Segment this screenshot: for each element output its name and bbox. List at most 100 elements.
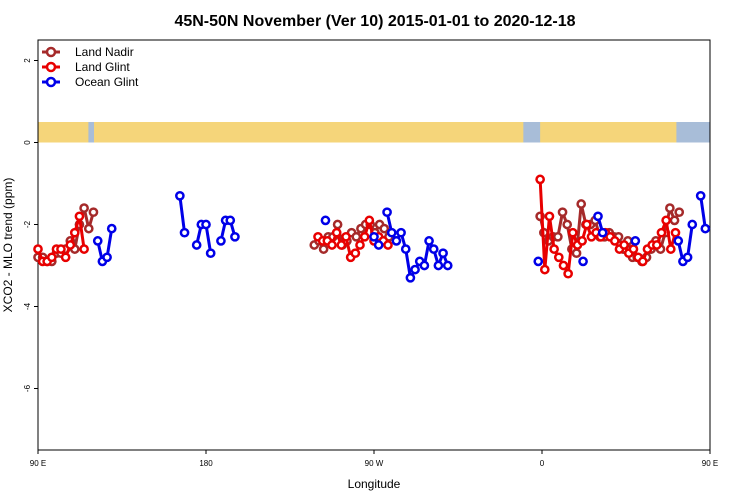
x-tick-label: 90 W bbox=[365, 459, 384, 468]
data-point-ocean-glint bbox=[216, 236, 226, 246]
legend-label-ocean-glint: Ocean Glint bbox=[75, 75, 139, 89]
data-point-ocean-glint bbox=[428, 244, 439, 254]
data-point-ocean-glint bbox=[700, 223, 711, 234]
data-point-ocean-glint bbox=[92, 236, 103, 246]
map-land-region bbox=[540, 122, 677, 143]
data-point-ocean-glint bbox=[673, 236, 684, 246]
data-point-land-glint bbox=[350, 248, 361, 259]
x-tick-label: 0 bbox=[540, 459, 545, 468]
data-point-land-glint bbox=[619, 240, 629, 250]
data-point-land-glint bbox=[46, 252, 57, 263]
data-point-land-glint bbox=[535, 174, 545, 185]
series-land-glint bbox=[33, 174, 681, 279]
data-point-ocean-glint bbox=[433, 260, 444, 271]
data-point-land-nadir bbox=[88, 207, 99, 218]
x-tick-label: 90 E bbox=[30, 459, 46, 468]
y-tick-label: 2 bbox=[23, 58, 32, 63]
y-axis-label: XCO2 - MLO trend (ppm) bbox=[1, 178, 15, 313]
data-point-ocean-glint bbox=[369, 231, 379, 242]
series-ocean-glint bbox=[92, 190, 711, 283]
data-point-land-glint bbox=[553, 252, 564, 263]
y-tick-label: 0 bbox=[23, 140, 32, 145]
data-point-ocean-glint bbox=[597, 227, 608, 238]
x-axis-label: Longitude bbox=[348, 477, 401, 491]
data-point-ocean-glint bbox=[410, 264, 420, 275]
data-point-land-glint bbox=[331, 227, 342, 238]
data-point-land-glint bbox=[567, 227, 578, 238]
y-tick-label: -2 bbox=[23, 220, 32, 228]
data-point-land-glint bbox=[33, 244, 43, 254]
data-point-ocean-glint bbox=[391, 236, 402, 246]
data-point-ocean-glint bbox=[400, 244, 411, 254]
data-point-ocean-glint bbox=[106, 223, 117, 234]
data-point-land-glint bbox=[628, 244, 639, 254]
data-point-land-nadir bbox=[576, 199, 587, 209]
data-point-ocean-glint bbox=[386, 227, 397, 238]
data-point-land-glint bbox=[544, 211, 555, 222]
data-point-ocean-glint bbox=[405, 272, 416, 283]
map-land-region bbox=[94, 122, 524, 143]
data-point-ocean-glint bbox=[419, 260, 430, 271]
data-point-land-glint bbox=[563, 268, 573, 279]
data-point-land-nadir bbox=[669, 215, 680, 226]
data-point-land-nadir bbox=[674, 207, 685, 218]
data-point-ocean-glint bbox=[682, 252, 693, 263]
data-point-ocean-glint bbox=[102, 252, 112, 263]
data-point-land-glint bbox=[656, 227, 667, 238]
data-point-land-glint bbox=[364, 215, 375, 226]
data-point-land-nadir bbox=[571, 248, 582, 259]
data-point-ocean-glint bbox=[320, 215, 331, 226]
data-point-ocean-glint bbox=[373, 240, 384, 250]
series-line-ocean-glint bbox=[699, 195, 707, 229]
data-point-ocean-glint bbox=[179, 227, 190, 238]
y-tick-label: -6 bbox=[23, 384, 32, 392]
legend-marker-land-glint bbox=[45, 61, 57, 73]
data-point-ocean-glint bbox=[225, 215, 236, 226]
series-layer bbox=[33, 174, 711, 283]
data-point-land-nadir bbox=[562, 219, 573, 230]
data-point-land-glint bbox=[539, 264, 550, 275]
data-point-land-nadir bbox=[83, 223, 94, 234]
data-point-land-glint bbox=[549, 244, 559, 254]
data-point-land-nadir bbox=[665, 203, 675, 213]
legend-label-land-nadir: Land Nadir bbox=[75, 45, 134, 59]
data-point-land-glint bbox=[65, 240, 76, 250]
data-point-land-glint bbox=[60, 252, 71, 263]
x-tick-label: 180 bbox=[199, 459, 213, 468]
data-point-land-glint bbox=[355, 240, 365, 250]
data-point-land-nadir bbox=[332, 219, 343, 230]
data-point-ocean-glint bbox=[396, 227, 406, 238]
data-point-land-nadir bbox=[318, 244, 329, 254]
data-point-land-glint bbox=[670, 227, 681, 238]
data-point-ocean-glint bbox=[191, 240, 202, 250]
data-point-ocean-glint bbox=[205, 248, 216, 259]
data-point-land-glint bbox=[577, 236, 587, 246]
data-point-ocean-glint bbox=[578, 256, 588, 267]
data-point-land-nadir bbox=[553, 231, 563, 242]
legend-label-land-glint: Land Glint bbox=[75, 60, 130, 74]
x-tick-label: 90 E bbox=[702, 459, 718, 468]
data-point-ocean-glint bbox=[442, 260, 453, 271]
data-point-land-glint bbox=[74, 211, 85, 222]
data-point-land-nadir bbox=[79, 203, 89, 213]
data-point-land-nadir bbox=[557, 207, 568, 218]
data-point-ocean-glint bbox=[201, 219, 211, 230]
data-point-land-glint bbox=[359, 231, 370, 242]
data-point-land-glint bbox=[637, 256, 648, 267]
data-point-land-glint bbox=[558, 260, 569, 271]
data-point-land-glint bbox=[56, 244, 66, 254]
data-point-land-glint bbox=[79, 244, 89, 254]
map-strip bbox=[38, 122, 710, 143]
data-point-land-nadir bbox=[351, 231, 362, 242]
y-tick-label: -4 bbox=[23, 302, 32, 310]
data-point-land-glint bbox=[327, 240, 337, 250]
legend-marker-ocean-glint bbox=[45, 76, 57, 88]
data-point-land-glint bbox=[581, 219, 592, 230]
data-point-ocean-glint bbox=[630, 236, 641, 246]
legend-marker-land-nadir bbox=[45, 46, 57, 58]
data-point-land-nadir bbox=[379, 223, 390, 234]
chart-title: 45N-50N November (Ver 10) 2015-01-01 to … bbox=[174, 13, 575, 30]
